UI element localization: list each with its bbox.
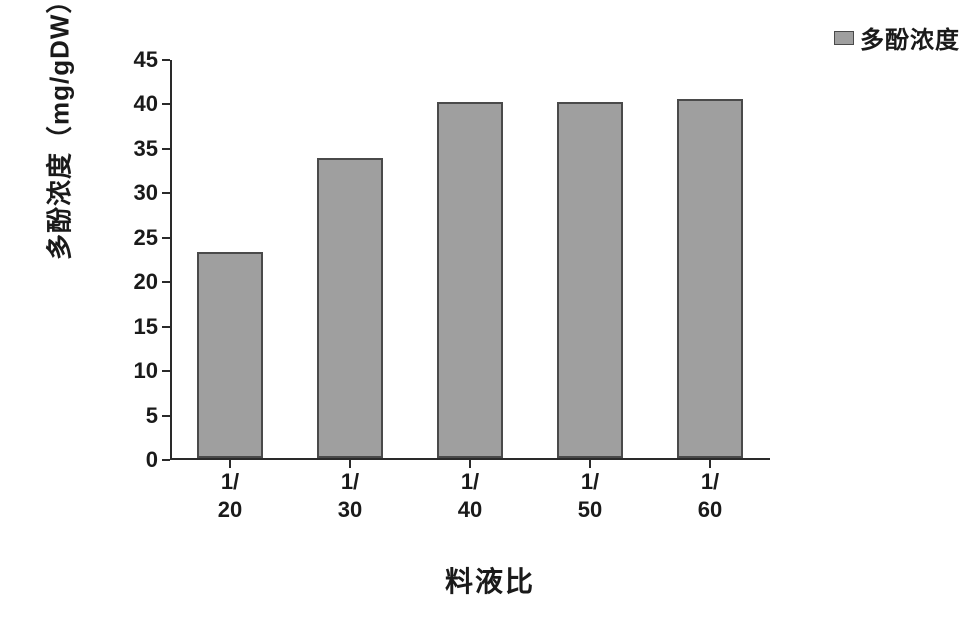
y-tick [162, 148, 170, 150]
bar [317, 158, 383, 458]
x-axis-label: 料液比 [445, 560, 535, 600]
y-tick [162, 370, 170, 372]
y-tick [162, 103, 170, 105]
y-tick-label: 15 [134, 314, 158, 340]
y-tick-label: 40 [134, 91, 158, 117]
bar [677, 99, 743, 458]
x-tick-label: 1/ 40 [458, 468, 482, 523]
x-tick [709, 460, 711, 468]
y-tick [162, 459, 170, 461]
y-tick [162, 237, 170, 239]
y-tick [162, 326, 170, 328]
y-axis-label: 多酚浓度（mg/gDW） [40, 0, 77, 260]
y-tick-label: 10 [134, 358, 158, 384]
legend-label: 多酚浓度 [860, 20, 960, 55]
y-tick [162, 281, 170, 283]
x-tick-label: 1/ 30 [338, 468, 362, 523]
chart-container: 多酚浓度 多酚浓度（mg/gDW） 0510152025303540451/ 2… [40, 20, 940, 610]
y-tick [162, 192, 170, 194]
y-tick-label: 0 [146, 447, 158, 473]
x-tick [589, 460, 591, 468]
x-tick-label: 1/ 60 [698, 468, 722, 523]
x-tick [229, 460, 231, 468]
legend-swatch [834, 31, 854, 45]
bar [437, 102, 503, 458]
plot-region: 0510152025303540451/ 201/ 301/ 401/ 501/… [170, 60, 770, 460]
y-tick-label: 30 [134, 180, 158, 206]
x-tick [469, 460, 471, 468]
y-tick-label: 20 [134, 269, 158, 295]
y-tick-label: 5 [146, 403, 158, 429]
bar [557, 102, 623, 458]
legend: 多酚浓度 [834, 20, 960, 55]
x-tick-label: 1/ 50 [578, 468, 602, 523]
y-tick-label: 35 [134, 136, 158, 162]
y-tick [162, 59, 170, 61]
y-tick-label: 25 [134, 225, 158, 251]
bar [197, 252, 263, 458]
y-tick [162, 415, 170, 417]
x-tick [349, 460, 351, 468]
y-tick-label: 45 [134, 47, 158, 73]
x-tick-label: 1/ 20 [218, 468, 242, 523]
y-axis-line [170, 60, 172, 460]
